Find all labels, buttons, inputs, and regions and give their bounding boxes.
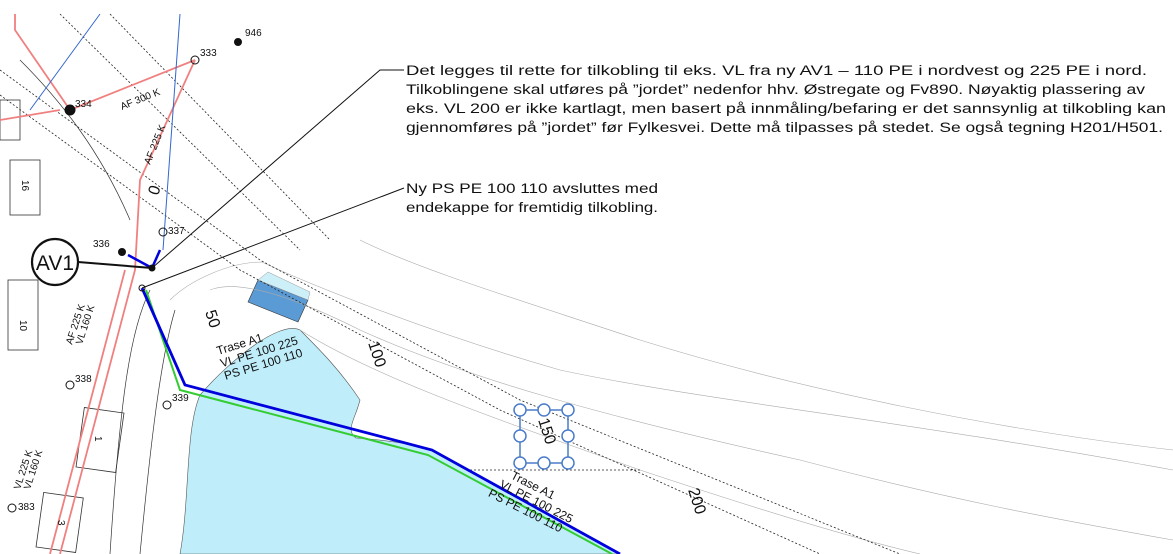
- selection-handle[interactable]: [561, 429, 575, 443]
- contour-label: 50: [201, 308, 223, 330]
- point-label: 334: [75, 99, 92, 110]
- selection-handle[interactable]: [537, 403, 551, 417]
- point: [234, 38, 242, 46]
- pipe-label: AF 300 K: [119, 87, 162, 113]
- point: [65, 380, 75, 390]
- road-edge: [59, 13, 301, 251]
- road-edge: [19, 59, 131, 221]
- contour-line: [359, 239, 1173, 451]
- point-label: 383: [18, 502, 35, 513]
- point: [118, 248, 126, 256]
- selection-handle[interactable]: [513, 429, 527, 443]
- selection-handle[interactable]: [513, 456, 527, 470]
- building-label: 3: [55, 520, 66, 526]
- vl-route: [140, 287, 621, 554]
- leader: [151, 69, 404, 269]
- point: [158, 227, 168, 237]
- selection-handle[interactable]: [561, 456, 575, 470]
- contour-label: 200: [684, 486, 708, 517]
- point-label: 337: [168, 226, 185, 237]
- point: [7, 503, 17, 513]
- point: [190, 55, 200, 65]
- af-pipe: [59, 59, 196, 554]
- bridge-edge: [257, 271, 311, 301]
- building: [7, 279, 39, 351]
- pipe-label: AF 225 K: [143, 123, 169, 166]
- selection-handle[interactable]: [513, 403, 527, 417]
- road-edge: [0, 94, 821, 554]
- building-label: 1: [92, 436, 103, 442]
- building: [0, 99, 21, 141]
- selection[interactable]: [513, 403, 575, 470]
- note-line: gjennomføres på ”jordet” før Fylkesvei. …: [406, 120, 1163, 135]
- road-edge: [109, 289, 151, 554]
- af-pipes: [0, 14, 196, 554]
- selection-handle[interactable]: [537, 456, 551, 470]
- building: [35, 492, 84, 553]
- point-label: 333: [200, 48, 217, 59]
- note-line: endekappe for fremtidig tilkobling.: [406, 200, 658, 215]
- leader: [141, 187, 405, 289]
- roads: [19, 59, 176, 554]
- af-pipe: [0, 109, 61, 121]
- af-pipe: [14, 14, 196, 112]
- af-pipe: [49, 269, 126, 554]
- point: [64, 104, 76, 116]
- pipe-label: 0: [146, 183, 165, 197]
- selection-handle[interactable]: [561, 403, 575, 417]
- vl-pipe: [162, 13, 181, 251]
- vl-pipe: [29, 13, 101, 111]
- contour-label: 150: [534, 416, 558, 447]
- point: [138, 284, 146, 292]
- ps-route: [145, 289, 613, 554]
- point-label: 339: [172, 393, 189, 404]
- buildings: [0, 99, 125, 553]
- leaders: [141, 69, 405, 289]
- building: [9, 159, 41, 216]
- point-label: 338: [75, 374, 92, 385]
- road-edge: [0, 69, 901, 554]
- note-line: Det legges til rette for tilkobling til …: [406, 63, 1147, 78]
- contour-label: 100: [364, 339, 388, 370]
- manhole-leader: [77, 261, 153, 269]
- note-line: Ny PS PE 100 110 avsluttes med: [406, 181, 658, 196]
- point-label: 946: [245, 28, 262, 39]
- road-edge: [139, 309, 176, 554]
- building-label: 16: [19, 180, 30, 192]
- note-line: eks. VL 200 er ikke kartlagt, men basert…: [406, 101, 1166, 116]
- note-line: Tilkoblingene skal utføres på ”jordet” n…: [406, 82, 1145, 97]
- road-edge: [109, 13, 331, 241]
- point: [162, 400, 172, 410]
- other-pipes: [29, 13, 181, 251]
- building-label: 10: [17, 320, 28, 332]
- contour-line: [169, 261, 1173, 471]
- point-label: 336: [93, 239, 110, 250]
- manhole-label: AV1: [36, 252, 74, 275]
- roads: [0, 13, 901, 554]
